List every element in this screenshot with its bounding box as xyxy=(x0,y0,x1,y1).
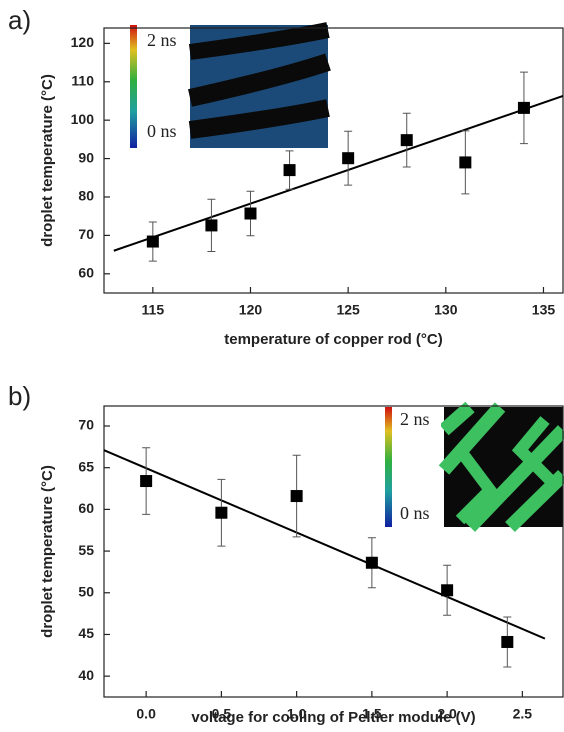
x-tick-label: 125 xyxy=(336,302,360,318)
data-point xyxy=(518,102,530,114)
x-tick-label: 2.5 xyxy=(513,706,533,722)
y-tick-label: 60 xyxy=(78,500,94,516)
data-point xyxy=(244,208,256,220)
y-axis-label: droplet temperature (°C) xyxy=(39,465,56,638)
figure: a) temperature of copper rod (°C) droplet … xyxy=(0,0,564,732)
data-point xyxy=(147,236,159,248)
inset-label: 0 ns xyxy=(400,503,430,523)
x-tick-label: 120 xyxy=(239,302,263,318)
data-point xyxy=(291,490,303,502)
y-tick-label: 55 xyxy=(78,542,94,558)
inset-label: 2 ns xyxy=(400,409,430,429)
x-tick-label: 135 xyxy=(532,302,556,318)
y-axis-label: droplet temperature (°C) xyxy=(39,74,56,247)
y-tick-label: 110 xyxy=(71,72,94,88)
x-tick-label: 0.0 xyxy=(136,706,156,722)
x-axis-label: voltage for cooling of Peltier module (V… xyxy=(191,709,475,726)
plot-frame xyxy=(104,28,563,293)
y-tick-label: 120 xyxy=(71,34,95,50)
x-axis-label: temperature of copper rod (°C) xyxy=(224,331,443,348)
data-point xyxy=(205,219,217,231)
data-point xyxy=(140,475,152,487)
data-point xyxy=(441,584,453,596)
x-tick-label: 1.5 xyxy=(362,706,382,722)
data-point xyxy=(284,164,296,176)
data-point xyxy=(401,134,413,146)
y-tick-label: 70 xyxy=(78,226,94,242)
inset-label: 0 ns xyxy=(147,121,177,141)
y-tick-label: 65 xyxy=(78,458,94,474)
data-point xyxy=(215,507,227,519)
data-point xyxy=(501,636,513,648)
y-tick-label: 40 xyxy=(78,667,94,683)
y-tick-label: 100 xyxy=(71,111,95,127)
fit-line xyxy=(114,96,563,251)
inset-label: 2 ns xyxy=(147,30,177,50)
y-tick-label: 90 xyxy=(78,149,94,165)
y-tick-label: 45 xyxy=(78,625,94,641)
x-tick-label: 2.0 xyxy=(437,706,457,722)
x-tick-label: 130 xyxy=(434,302,458,318)
x-tick-label: 0.5 xyxy=(212,706,232,722)
y-tick-label: 70 xyxy=(78,417,94,433)
panel-label: b) xyxy=(8,381,31,411)
y-tick-label: 80 xyxy=(78,188,94,204)
data-point xyxy=(342,152,354,164)
y-tick-label: 60 xyxy=(78,265,94,281)
panel-label: a) xyxy=(8,5,31,35)
data-point xyxy=(366,557,378,569)
data-point xyxy=(459,156,471,168)
x-tick-label: 1.0 xyxy=(287,706,307,722)
y-tick-label: 50 xyxy=(78,583,94,599)
x-tick-label: 115 xyxy=(142,302,165,318)
